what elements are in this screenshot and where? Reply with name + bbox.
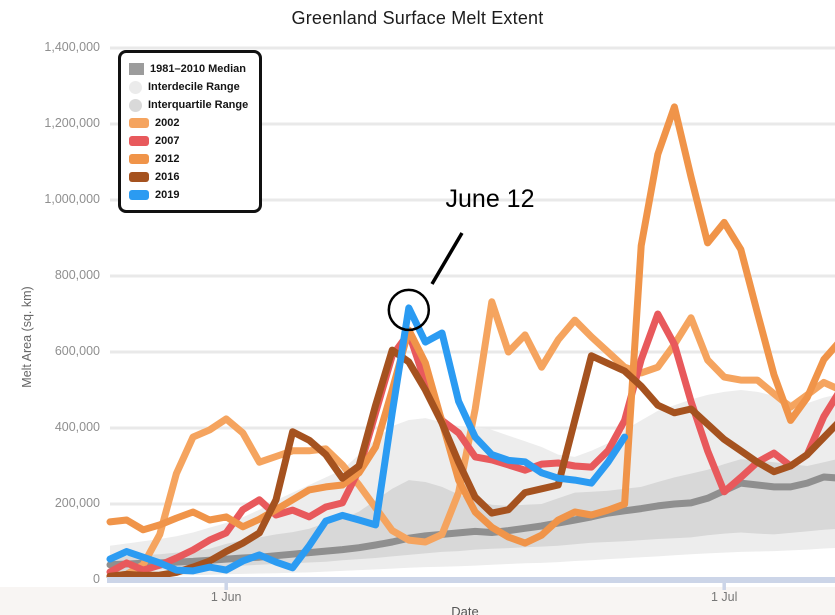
legend-item-2016: 2016	[129, 168, 251, 186]
legend-swatch-line	[129, 154, 149, 164]
legend-item-2019: 2019	[129, 186, 251, 204]
y-tick-label: 800,000	[54, 268, 100, 282]
legend-item-interquartile-range: Interquartile Range	[129, 96, 251, 114]
legend-swatch-line	[129, 190, 149, 200]
legend-swatch-line	[129, 136, 149, 146]
legend-item-2012: 2012	[129, 150, 251, 168]
y-tick-label: 1,000,000	[44, 192, 100, 206]
series-line-2019	[106, 304, 629, 575]
y-tick-label: 400,000	[54, 420, 100, 434]
series-line-2002	[106, 298, 835, 580]
x-tick-label: 1 Jul	[710, 590, 738, 604]
annotation-pointer-line	[430, 232, 464, 285]
series-line-2016	[106, 346, 835, 580]
legend-swatch-line	[129, 118, 149, 128]
y-tick-label: 0	[93, 572, 100, 586]
legend-item-2002: 2002	[129, 114, 251, 132]
y-tick-label: 200,000	[54, 496, 100, 510]
series-line-2012	[106, 103, 835, 547]
legend-swatch-line	[129, 172, 149, 182]
y-tick-label: 1,400,000	[44, 40, 100, 54]
legend-item-label: 1981–2010 Median	[150, 63, 247, 75]
legend-item-label: 2002	[155, 117, 180, 129]
series-line-2007	[106, 310, 835, 576]
page-title: Greenland Surface Melt Extent	[291, 8, 544, 28]
annotation-june-12: June 12	[445, 185, 535, 213]
legend-item-label: 2012	[155, 153, 180, 165]
legend-item-2007: 2007	[129, 132, 251, 150]
x-tick-label: 1 Jun	[210, 590, 242, 604]
legend-item-label: 2016	[155, 171, 180, 183]
y-axis-title: Melt Area (sq. km)	[20, 286, 34, 388]
legend-item-1981-2010-median: 1981–2010 Median	[129, 60, 251, 78]
y-tick-label: 600,000	[54, 344, 100, 358]
median-line-1981-2010	[106, 473, 835, 569]
legend-swatch-circle	[129, 98, 142, 112]
legend-swatch-circle	[129, 80, 142, 94]
legend-item-interdecile-range: Interdecile Range	[129, 78, 251, 96]
legend-swatch-square	[129, 63, 144, 75]
legend-item-label: Interquartile Range	[148, 99, 249, 111]
legend-item-label: 2007	[155, 135, 180, 147]
interquartile-band	[110, 459, 835, 572]
legend-item-label: 2019	[155, 189, 180, 201]
annotation-circle	[387, 288, 431, 332]
x-axis-title: Date	[451, 604, 479, 615]
chart-legend: 1981–2010 Median Interdecile Range Interqu…	[118, 50, 262, 213]
bottom-margin	[0, 587, 835, 615]
y-tick-label: 1,200,000	[44, 116, 100, 130]
legend-item-label: Interdecile Range	[148, 81, 240, 93]
